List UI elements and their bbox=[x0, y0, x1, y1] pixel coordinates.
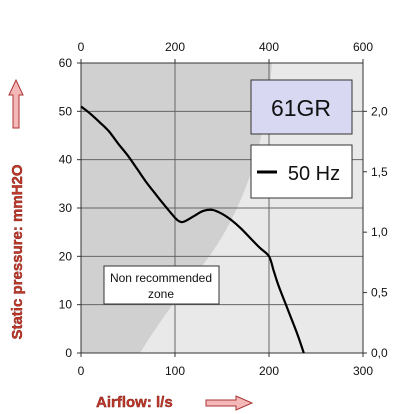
legend: 50 Hz bbox=[250, 144, 353, 199]
top-tick-label: 0 bbox=[78, 40, 85, 54]
zone-annotation-line1: Non recommended bbox=[110, 271, 212, 285]
legend-label: 50 Hz bbox=[288, 163, 340, 185]
top-tick-label: 400 bbox=[259, 40, 279, 54]
x-tick-label: 300 bbox=[353, 364, 373, 378]
right-tick-label: 0,5 bbox=[371, 286, 388, 300]
y-axis-title: Static pressure: mmH2O bbox=[9, 164, 26, 339]
model-box-rect bbox=[250, 79, 353, 135]
y-tick-label: 20 bbox=[59, 249, 73, 263]
y-tick-label: 40 bbox=[59, 153, 73, 167]
top-tick-label: 200 bbox=[165, 40, 185, 54]
y-axis-arrow-icon bbox=[8, 78, 24, 129]
model-box: 61GR bbox=[250, 79, 353, 135]
right-tick-label: 1,5 bbox=[371, 165, 388, 179]
zone-annotation-box bbox=[103, 265, 220, 305]
y-tick-label: 60 bbox=[59, 56, 73, 70]
x-tick-label: 100 bbox=[165, 364, 185, 378]
right-tick-label: 0,0 bbox=[371, 346, 388, 360]
x-tick-label: 200 bbox=[259, 364, 279, 378]
model-label: 61GR bbox=[271, 95, 331, 121]
zone-annotation-line2: zone bbox=[148, 287, 174, 301]
y-tick-label: 0 bbox=[65, 346, 72, 360]
right-tick-label: 1,0 bbox=[371, 225, 388, 239]
top-tick-label: 600 bbox=[353, 40, 373, 54]
right-tick-label: 2,0 bbox=[371, 104, 388, 118]
y-axis-title-group: Static pressure: mmH2O bbox=[8, 78, 26, 340]
zone-annotation: Non recommended zone bbox=[103, 265, 220, 305]
x-axis-title-group: Airflow: l/s bbox=[96, 394, 254, 411]
y-tick-label: 50 bbox=[59, 104, 73, 118]
x-tick-label: 0 bbox=[78, 364, 85, 378]
y-tick-label: 30 bbox=[59, 201, 73, 215]
x-axis-arrow-icon bbox=[205, 395, 254, 411]
y-tick-label: 10 bbox=[59, 298, 73, 312]
series-line-50hz bbox=[80, 105, 305, 354]
x-axis-title: Airflow: l/s bbox=[96, 394, 173, 411]
